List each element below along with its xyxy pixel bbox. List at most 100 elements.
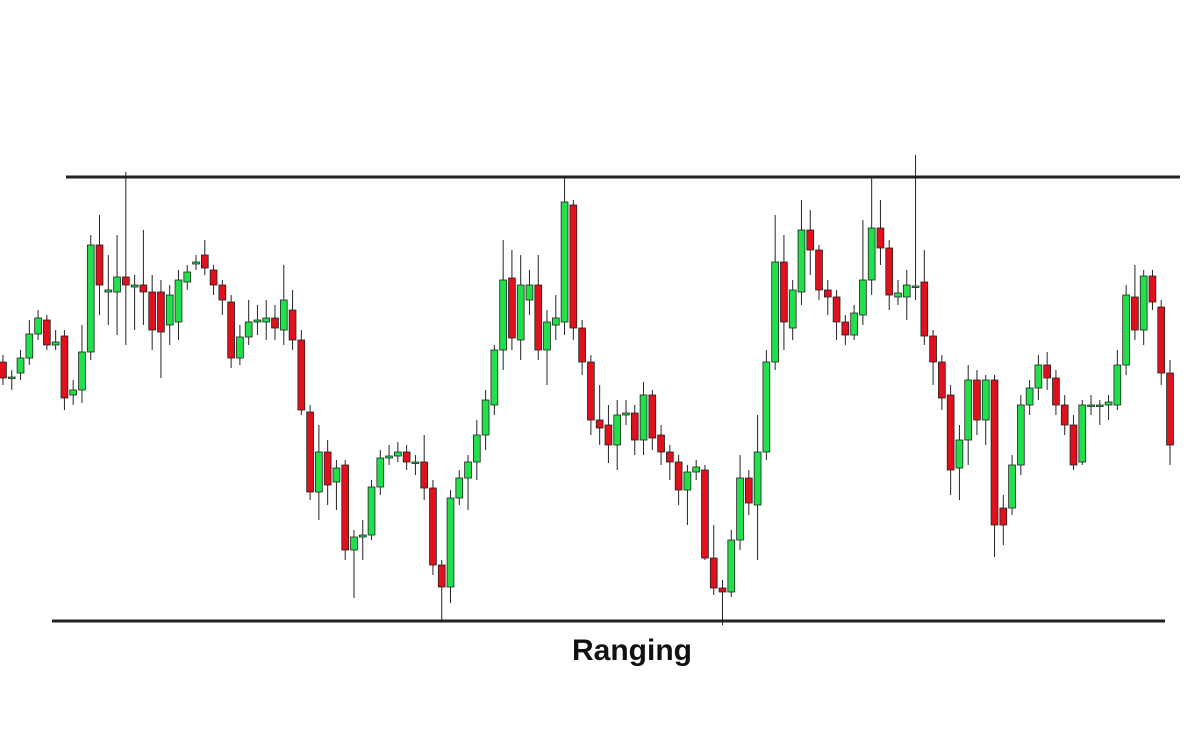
candle-body <box>1069 424 1078 466</box>
candle-body <box>551 317 560 326</box>
candle-body <box>200 254 209 269</box>
candle-body <box>604 424 613 446</box>
candle-body <box>455 477 464 499</box>
candle-body <box>894 292 902 298</box>
candle-body <box>341 464 350 551</box>
candle-body <box>1052 377 1060 406</box>
candle-body <box>244 321 253 338</box>
candle-body <box>788 289 797 329</box>
candle-body <box>490 349 499 406</box>
candle-body <box>622 412 630 416</box>
candle-body <box>832 296 841 323</box>
candle-body <box>902 284 911 298</box>
candle-body <box>1148 275 1157 303</box>
candle-body <box>595 419 604 429</box>
candle-body <box>472 434 481 463</box>
candle-body <box>973 379 981 421</box>
candle-body <box>578 327 586 363</box>
candle-body <box>841 321 850 336</box>
candle-body <box>297 339 306 411</box>
candle-body <box>358 534 367 538</box>
candle-body <box>666 451 674 463</box>
candle-body <box>1078 404 1087 463</box>
candle-body <box>1043 364 1051 379</box>
candle-body <box>437 564 446 588</box>
candle-body <box>753 451 762 506</box>
candle-body <box>51 341 60 346</box>
candle-body <box>165 294 174 326</box>
candle-body <box>69 389 78 396</box>
candle-body <box>859 279 867 316</box>
candle-body <box>0 361 7 379</box>
candle-body <box>411 461 420 464</box>
candle-body <box>113 276 121 293</box>
candle-body <box>34 317 42 335</box>
candle-body <box>236 336 244 359</box>
candle-body <box>350 536 358 551</box>
candle-body <box>543 321 551 351</box>
candle-body <box>1131 296 1139 331</box>
candle-body <box>745 477 753 504</box>
candle-body <box>209 269 218 286</box>
candle-body <box>692 466 701 473</box>
candle-body <box>323 451 332 486</box>
candle-body <box>762 361 771 453</box>
candle-body <box>709 557 718 589</box>
candle-body <box>1104 401 1113 406</box>
candle-body <box>122 276 130 286</box>
candle-body <box>1034 364 1043 389</box>
candle-body <box>95 244 104 286</box>
candle-body <box>797 229 806 293</box>
candle-body <box>218 284 227 301</box>
candle-body <box>1095 404 1104 407</box>
candle-body <box>999 507 1008 526</box>
candle-body <box>60 335 69 399</box>
candle-body <box>920 281 929 337</box>
candle-body <box>964 379 973 441</box>
candle-body <box>780 261 788 323</box>
candle-body <box>1122 294 1130 366</box>
candle-body <box>227 301 235 359</box>
candle-body <box>727 539 736 593</box>
candle-body <box>867 227 876 281</box>
candle-body <box>279 299 288 331</box>
candle-body <box>1008 464 1016 509</box>
candle-body <box>499 279 507 351</box>
candle-body <box>674 461 683 491</box>
candle-body <box>806 229 815 251</box>
candle-body <box>139 284 148 293</box>
candle-body <box>104 289 113 293</box>
candle-body <box>569 204 578 329</box>
candle-body <box>429 487 437 566</box>
candle-body <box>1139 275 1148 331</box>
candle-body <box>86 244 95 353</box>
candle-body <box>771 261 779 363</box>
candle-body <box>508 277 516 339</box>
candle-body <box>990 379 999 526</box>
candle-body <box>955 439 964 469</box>
candle-body <box>876 227 885 249</box>
candle-body <box>1087 404 1095 407</box>
candle-body <box>850 312 858 336</box>
candle-body <box>1113 364 1122 406</box>
candle-body <box>376 457 385 488</box>
candle-body <box>464 461 472 479</box>
candle-body <box>534 284 543 351</box>
candle-body <box>815 249 823 291</box>
candle-body <box>183 271 192 283</box>
candle-body <box>701 469 709 559</box>
candle-body <box>885 247 894 296</box>
candle-body <box>367 486 376 536</box>
candle-body <box>16 357 25 374</box>
candle-body <box>823 289 832 298</box>
candle-body <box>981 379 990 421</box>
candle-body <box>288 309 297 341</box>
chart-title: Ranging <box>572 634 692 667</box>
candle-body <box>271 317 279 329</box>
candle-body <box>613 414 622 446</box>
candle-body <box>7 376 16 379</box>
candle-body <box>385 455 393 459</box>
candle-body <box>938 361 946 399</box>
